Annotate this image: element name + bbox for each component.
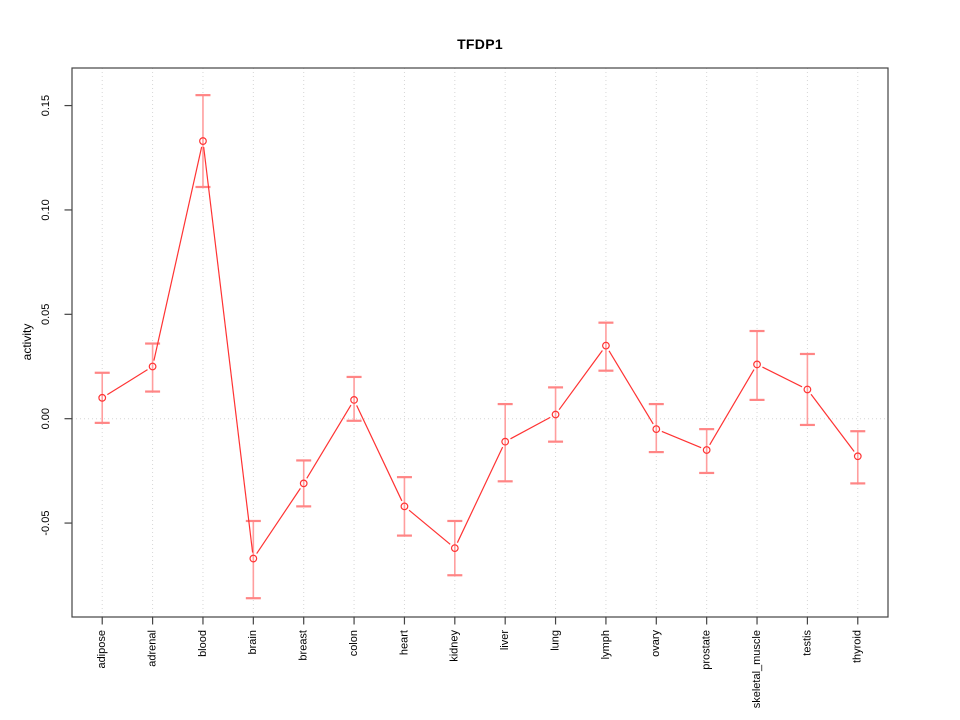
series-segment	[256, 488, 301, 554]
series-segment	[408, 509, 451, 545]
data-point-marker	[199, 137, 207, 145]
data-point-marker	[148, 362, 157, 371]
y-tick-label: 0.05	[40, 304, 52, 325]
data-point-marker	[350, 396, 358, 404]
x-tick-label: blood	[197, 630, 209, 657]
data-point-marker	[450, 544, 459, 553]
x-tick-label: ovary	[650, 630, 662, 657]
series-segment	[107, 369, 148, 396]
series-segment	[608, 350, 654, 425]
y-tick-label: -0.05	[40, 511, 52, 536]
x-tick-label: kidney	[449, 630, 461, 662]
series-segment	[153, 146, 203, 361]
data-point-marker	[652, 425, 661, 434]
x-tick-label: adipose	[96, 630, 108, 669]
x-tick-label: heart	[398, 630, 410, 655]
x-tick-label: breast	[298, 630, 310, 661]
y-tick-label: 0.00	[40, 408, 52, 429]
chart-title: TFDP1	[457, 36, 503, 52]
series-segment	[810, 393, 855, 452]
series-segment	[762, 366, 803, 388]
data-point-marker	[400, 502, 409, 511]
x-tick-label: prostate	[701, 630, 713, 670]
x-tick-label: testis	[801, 630, 813, 656]
data-point-marker	[753, 360, 761, 369]
x-tick-label: adrenal	[146, 630, 158, 667]
x-tick-label: thyroid	[852, 630, 864, 663]
series-segment	[456, 446, 504, 543]
y-tick-label: 0.10	[40, 199, 52, 220]
series-segment	[203, 146, 254, 553]
data-point-marker	[702, 446, 711, 454]
series-segment	[709, 369, 755, 446]
y-tick-label: 0.15	[40, 95, 52, 116]
series-segment	[558, 350, 603, 411]
data-point-marker	[551, 410, 560, 419]
series-segment	[510, 416, 551, 440]
data-point-marker	[602, 341, 610, 350]
x-tick-label: liver	[499, 630, 511, 651]
y-axis-label: activity	[20, 323, 34, 361]
plot-box	[71, 67, 889, 618]
series-segment	[306, 404, 352, 479]
data-point-marker	[98, 393, 107, 402]
x-tick-label: brain	[247, 630, 259, 654]
data-point-marker	[803, 385, 812, 394]
x-tick-label: lymph	[600, 630, 612, 659]
series-segment	[356, 405, 403, 502]
x-tick-label: colon	[348, 630, 360, 656]
series-segment	[661, 430, 702, 449]
x-tick-label: skeletal_muscle	[751, 630, 763, 708]
data-point-marker	[853, 452, 862, 461]
data-point-marker	[249, 554, 258, 563]
data-point-marker	[501, 437, 510, 446]
x-tick-label: lung	[549, 630, 561, 651]
data-point-marker	[299, 479, 308, 488]
